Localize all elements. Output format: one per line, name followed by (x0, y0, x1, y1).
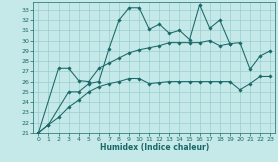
X-axis label: Humidex (Indice chaleur): Humidex (Indice chaleur) (100, 143, 209, 152)
